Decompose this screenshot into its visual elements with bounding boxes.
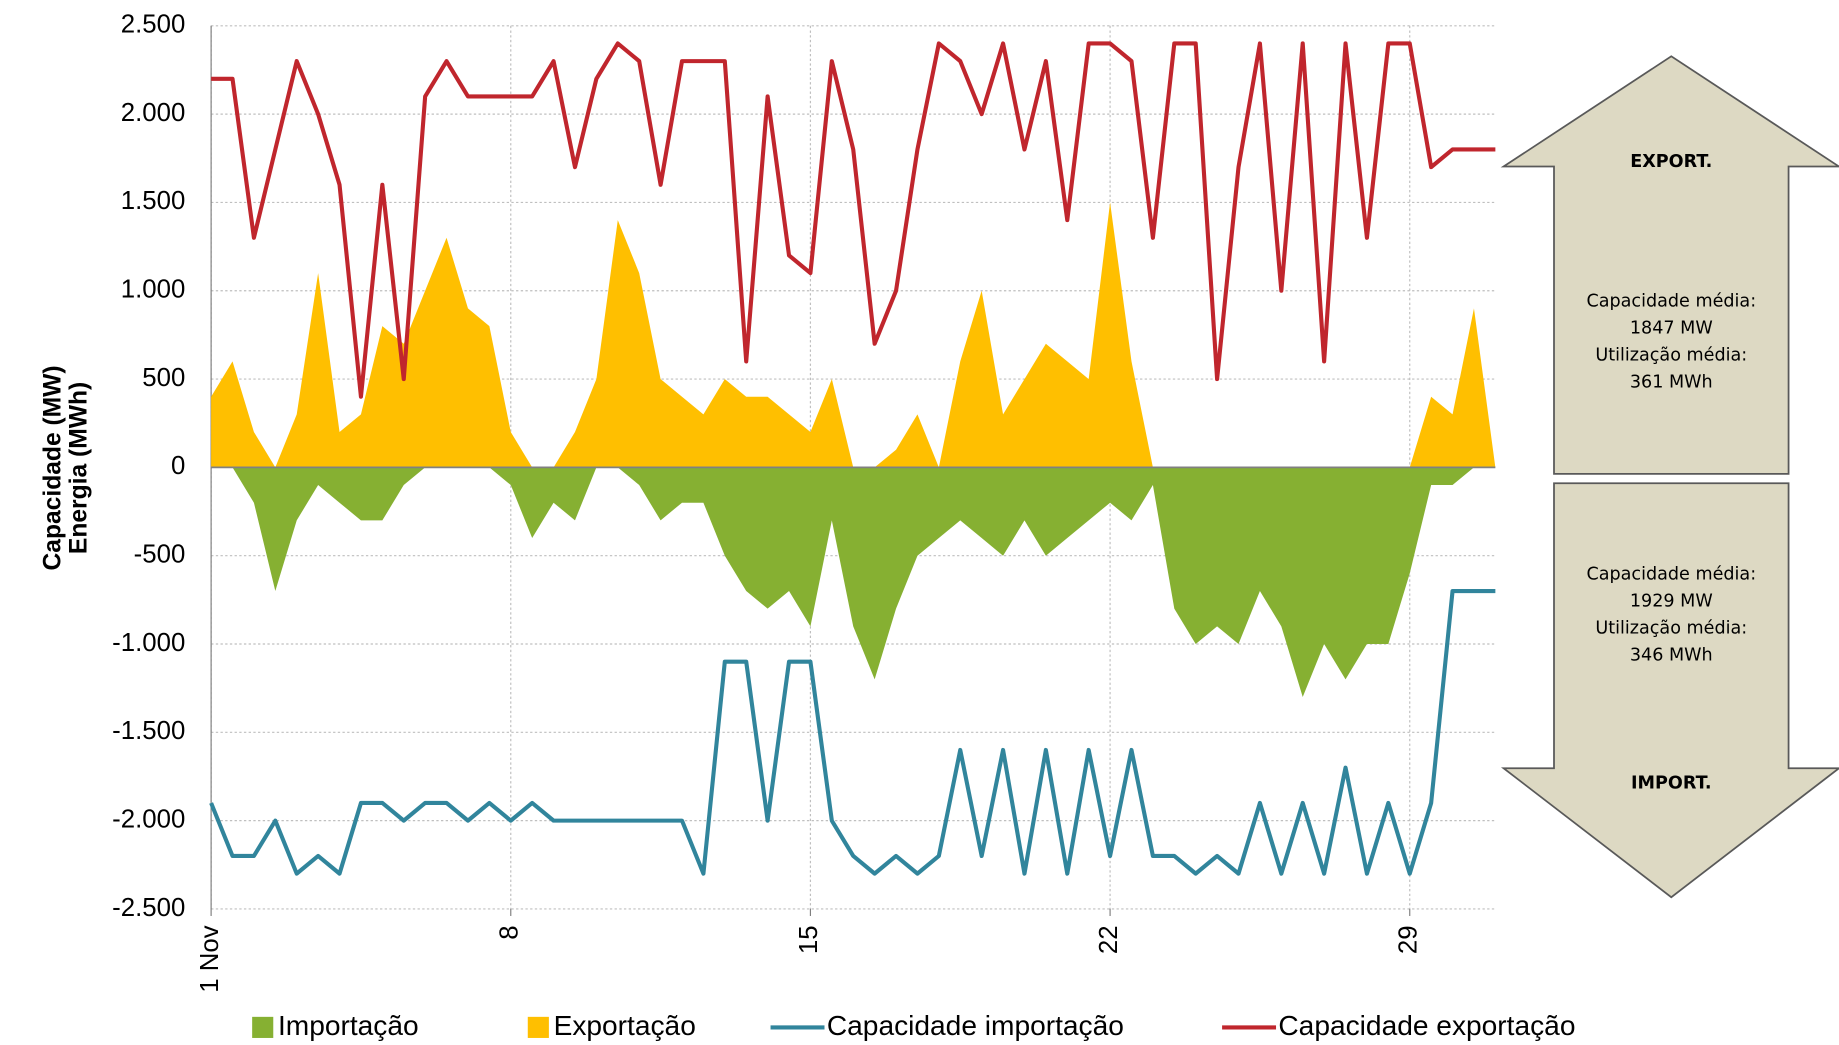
- area: [211, 467, 1496, 697]
- box-text: Utilização média:: [1595, 345, 1747, 365]
- area: [211, 202, 1496, 468]
- box-text: 1847 MW: [1630, 318, 1713, 338]
- export-arrow: [1500, 55, 1839, 475]
- import-title: IMPORT.: [1631, 773, 1712, 793]
- y-tick-label: 500: [142, 364, 185, 392]
- y-axis-title-line: Energia (MWh): [65, 382, 92, 554]
- import-arrow: [1500, 482, 1839, 899]
- line: [211, 41, 1496, 399]
- y-tick-label: -1.000: [112, 629, 185, 657]
- y-axis-title: Capacidade (MW) Energia (MWh): [39, 365, 92, 570]
- y-tick-label: 1.000: [121, 276, 186, 304]
- legend-label: Importação: [278, 1010, 419, 1041]
- legend-label: Exportação: [554, 1010, 696, 1041]
- x-tick-label: 22: [1095, 925, 1123, 954]
- y-tick-label: 2.500: [121, 11, 186, 39]
- y-tick-label: -2.500: [112, 894, 185, 922]
- box-text: Capacidade média:: [1586, 291, 1756, 311]
- x-tick-label: 15: [795, 925, 823, 954]
- line: [209, 588, 1496, 876]
- y-tick-label: 1.500: [121, 187, 186, 215]
- y-tick-label: -2.000: [112, 805, 185, 833]
- box-text: 361 MWh: [1630, 372, 1713, 392]
- box-text: Utilização média:: [1595, 619, 1747, 639]
- x-tick-label: 29: [1395, 925, 1423, 954]
- y-axis-title-line: Capacidade (MW): [39, 365, 66, 570]
- box-text: Capacidade média:: [1586, 565, 1756, 585]
- text-layer: -2.500 -2.000 -1.500 -1.000 -500 0 500 1.000 1.5…: [112, 11, 1756, 1041]
- legend-label: Capacidade importação: [827, 1010, 1124, 1041]
- box-text: 346 MWh: [1630, 646, 1713, 666]
- x-tick-label: 1 Nov: [196, 925, 224, 992]
- y-tick-label: -1.500: [112, 717, 185, 745]
- export-title: EXPORT.: [1630, 152, 1712, 172]
- box-text: 1929 MW: [1630, 592, 1713, 612]
- y-tick-label: -500: [134, 541, 186, 569]
- y-tick-label: 2.000: [121, 99, 186, 127]
- legend-label: Capacidade exportação: [1278, 1010, 1575, 1041]
- plot-layer: [209, 41, 1496, 876]
- y-tick-label: 0: [171, 452, 185, 480]
- legend-swatch: [252, 1016, 274, 1038]
- x-tick-label: 8: [496, 925, 524, 939]
- legend-swatch: [527, 1016, 549, 1038]
